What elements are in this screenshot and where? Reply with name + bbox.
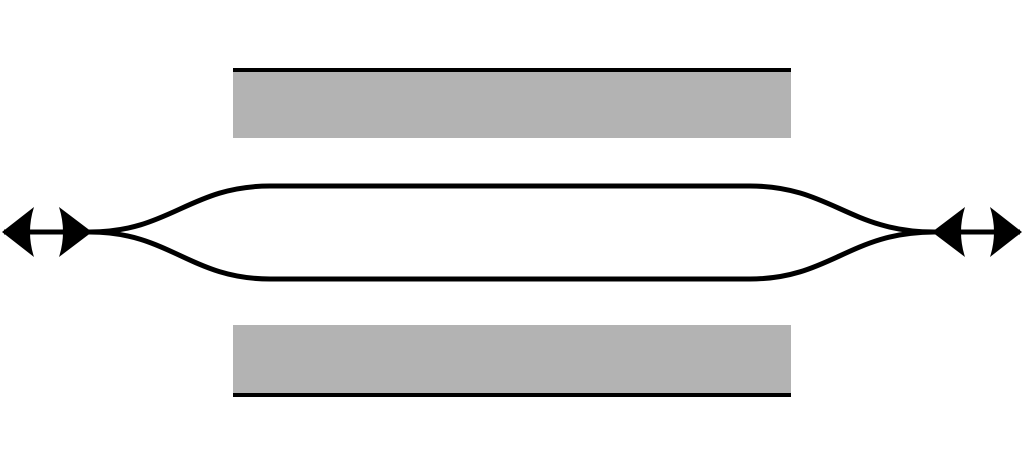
- bottom-plate: [233, 325, 791, 395]
- upper-waveguide-arm: [89, 183, 935, 235]
- top-plate: [233, 70, 791, 138]
- lower-waveguide-arm: [89, 229, 935, 282]
- left-double-arrow-icon: [2, 207, 92, 257]
- right-double-arrow-icon: [932, 207, 1022, 257]
